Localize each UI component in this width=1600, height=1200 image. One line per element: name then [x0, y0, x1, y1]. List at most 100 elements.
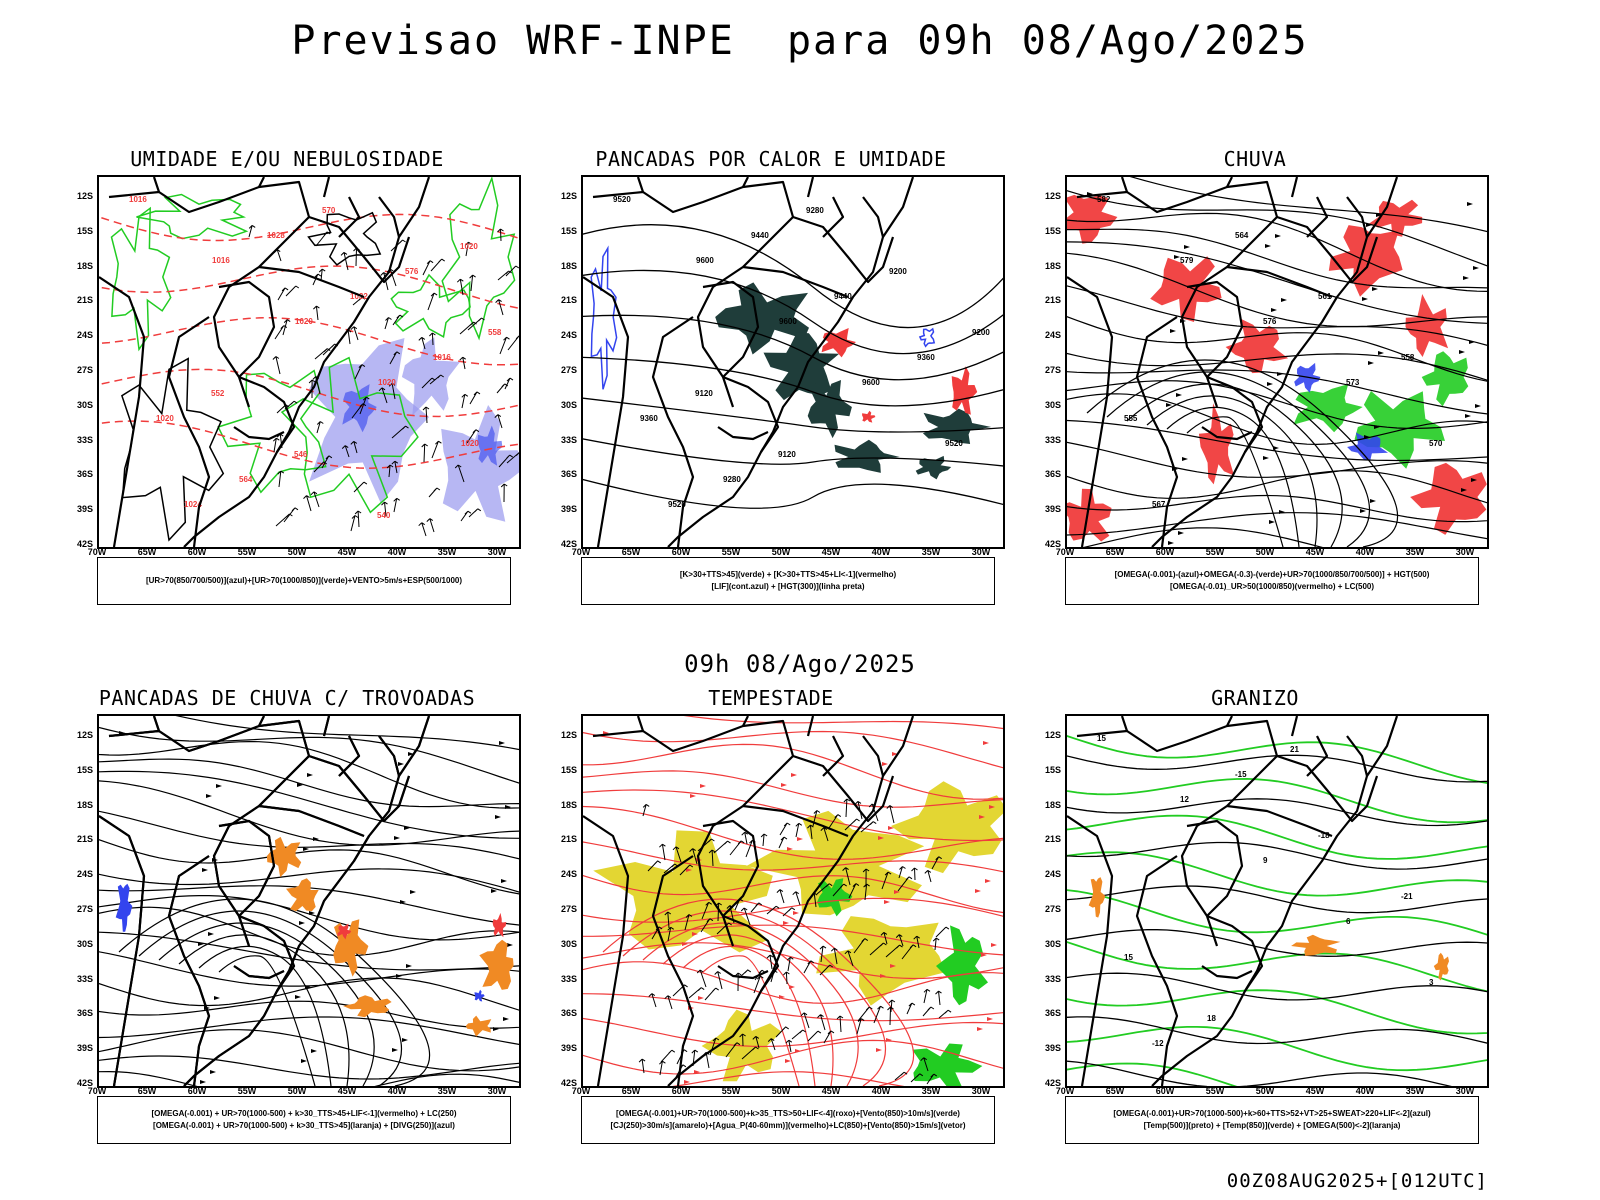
border-north	[108, 180, 311, 408]
dark-fill-blob	[763, 332, 840, 401]
arrowhead	[1178, 531, 1184, 535]
wind-arrow	[888, 999, 896, 1013]
hgt-contours	[583, 224, 1003, 509]
contour-label: 9280	[806, 206, 824, 215]
wind-arrow	[820, 827, 829, 842]
contour-label: -12	[1152, 1039, 1164, 1048]
temp500-line	[1067, 885, 1487, 914]
panel-tempestade: TEMPESTADE 12S 15S 18S 21S 24S 27S 30S 33S 36S 39S…	[541, 686, 1005, 1156]
contour-label: 558	[1401, 353, 1415, 362]
longitude-label: 30W	[971, 547, 991, 557]
contour-line	[918, 327, 936, 348]
longitude-label: 70W	[571, 1086, 591, 1096]
contour-label: 9280	[723, 475, 741, 484]
wind-arrow	[459, 356, 466, 370]
wind-arrow	[272, 356, 281, 375]
contour-label: -21	[1401, 892, 1413, 901]
streamline-curve	[218, 955, 316, 1086]
latitude-label: 33S	[1044, 434, 1061, 445]
border-rp	[717, 426, 769, 441]
border-states-2	[742, 804, 849, 838]
contour-label-group: 15 12 9 6 3 -12 -15 -18 -21 15 18 21	[1097, 734, 1434, 1048]
wind-arrow	[499, 336, 510, 355]
wind-arrow	[819, 964, 834, 976]
panel-title: CHUVA	[1223, 147, 1287, 171]
longitude-label: 45W	[1305, 547, 1325, 557]
arrowhead	[1269, 520, 1275, 524]
wind-arrow	[816, 883, 833, 895]
wind-arrow	[767, 1038, 776, 1051]
temp850-line	[1067, 989, 1487, 1035]
latitude-label: 39S	[560, 504, 577, 515]
arrowhead	[1376, 213, 1382, 217]
streamline	[99, 770, 519, 839]
arrowhead	[1279, 510, 1285, 514]
contour-label: 9600	[779, 317, 797, 326]
wind-arrow	[378, 387, 388, 404]
brazil-coast	[1151, 177, 1399, 547]
arrowhead	[1465, 414, 1471, 418]
contour-label: 9600	[696, 256, 714, 265]
latitude-label: 18S	[560, 260, 577, 271]
latitude-label: 15S	[1044, 764, 1061, 775]
streamlines	[583, 716, 1003, 1086]
wind-arrow	[725, 1042, 741, 1058]
panel-title: PANCADAS DE CHUVA C/ TROVOADAS	[98, 686, 476, 710]
contour-label: 1032	[350, 292, 368, 301]
hgt-line	[583, 356, 1003, 407]
longitude-label: 65W	[621, 547, 641, 557]
contour-line	[280, 356, 419, 514]
border-states-2	[742, 265, 849, 299]
wind-arrow	[713, 840, 731, 854]
map-canvas: 582 579 576 573 570 567 564 561 558 555	[1067, 177, 1487, 547]
wind-arrow	[429, 374, 444, 385]
border-uruguay	[1206, 375, 1264, 453]
wind-arrow	[856, 1018, 865, 1035]
longitude-label: 60W	[1155, 547, 1175, 557]
panel-legend: [UR>70(850/700/500)](azul)+[UR>70(1000/8…	[97, 557, 511, 605]
wind-arrow	[766, 954, 774, 970]
streamline	[583, 924, 1003, 956]
contour-label: 9360	[917, 353, 935, 362]
longitude-label: 65W	[1105, 1086, 1125, 1096]
wind-arrow	[469, 391, 481, 405]
streamline	[99, 726, 519, 784]
latitude-label: 21S	[1044, 834, 1061, 845]
arrowhead	[503, 1017, 509, 1021]
temp850-line	[1067, 1062, 1238, 1086]
red-fill-blob	[1368, 199, 1423, 237]
border-north	[1076, 180, 1279, 408]
latitude-label: 36S	[560, 1008, 577, 1019]
streamline	[1067, 212, 1487, 293]
wind-arrow	[350, 326, 359, 341]
streamline	[583, 730, 1003, 769]
streamline	[99, 951, 519, 987]
arrowhead	[505, 805, 511, 809]
streamline	[583, 874, 1003, 914]
streamline	[1067, 316, 1487, 382]
green-fill-blob	[912, 1043, 983, 1086]
longitude-label: 55W	[237, 1086, 257, 1096]
panel-title: UMIDADE E/OU NEBULOSIDADE	[130, 147, 444, 171]
wind-arrow	[468, 508, 482, 518]
green-fill-blob	[1293, 384, 1363, 433]
wind-arrow	[354, 510, 362, 528]
streamline-curve	[178, 934, 350, 1086]
contour-label: 540	[377, 511, 391, 520]
contour-label: 1020	[461, 439, 479, 448]
streamline	[583, 942, 1003, 980]
panel-pancadas-trovoadas: PANCADAS DE CHUVA C/ TROVOADAS 12S 15S 18S 2…	[57, 686, 521, 1156]
contour-label-group: 9520 9600 9600 9600 9520 9520 9440 9440 9360 9360…	[613, 195, 990, 509]
latitude-label: 27S	[560, 904, 577, 914]
arrowhead	[694, 1070, 700, 1074]
latitude-label: 33S	[76, 434, 93, 445]
wind-arrow	[430, 258, 445, 272]
arrowhead	[983, 741, 989, 745]
red-fill-blob	[337, 923, 352, 940]
longitude-label: 45W	[821, 547, 841, 557]
border-states-2	[258, 804, 365, 838]
latitude-label: 15S	[76, 225, 93, 236]
arrowhead	[1463, 276, 1469, 280]
contour-label: 1020	[460, 242, 478, 251]
contour-label: 15	[1124, 953, 1133, 962]
